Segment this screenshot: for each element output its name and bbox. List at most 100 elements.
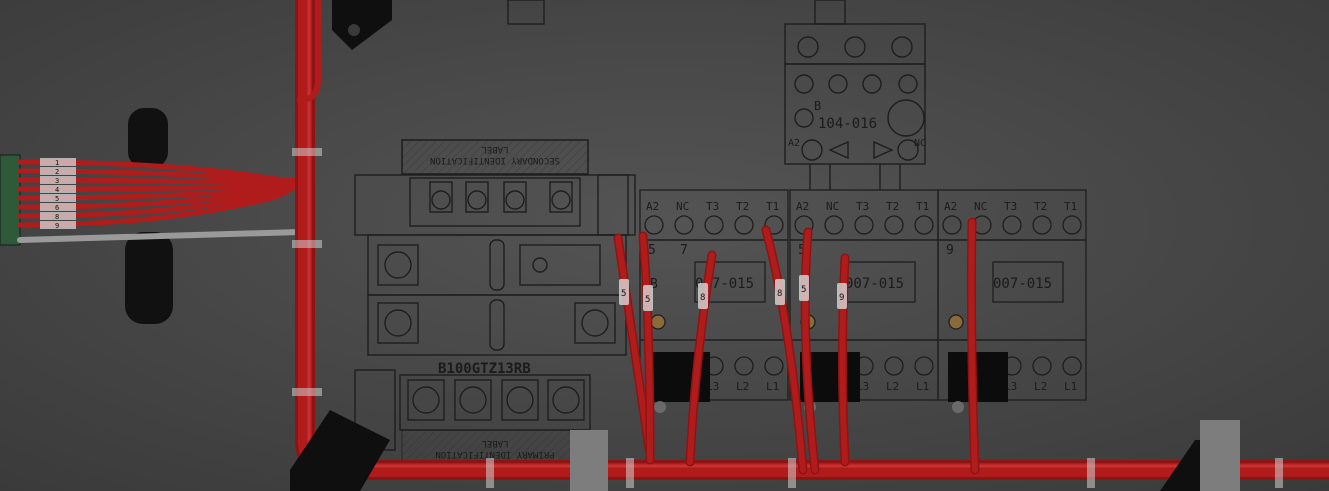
ribbon-marker-text: 5 — [55, 195, 59, 203]
harness-clip-top — [128, 108, 168, 168]
drop-wire — [802, 229, 818, 473]
terminal-screw — [1062, 356, 1082, 376]
ribbon-marker-sleeve — [40, 185, 76, 193]
terminal-screw — [1032, 215, 1052, 235]
wire-markers: 5 5 8 8 5 9 — [619, 275, 847, 311]
terminal-label: T1 — [916, 200, 929, 213]
ribbon-marker-text: 3 — [55, 177, 59, 185]
ribbon-marker-sleeve — [40, 212, 76, 220]
relay-mark: B — [814, 99, 821, 113]
terminal-screw — [914, 356, 934, 376]
primary-label-word: LABEL — [481, 438, 508, 448]
terminal-label: L2 — [886, 380, 899, 393]
terminal-label: T2 — [736, 200, 749, 213]
contactor-contact — [650, 314, 666, 330]
terminal-label: A2 — [796, 200, 809, 213]
terminal-label: A2 — [944, 200, 957, 213]
clamp-screw — [952, 401, 964, 413]
relay-model: 104-016 — [818, 116, 877, 132]
ribbon-marker-text: 1 — [55, 159, 59, 167]
ribbon-marker-text: 8 — [55, 213, 59, 221]
ribbon-wire — [17, 177, 303, 228]
wire-marker-text: 8 — [777, 289, 782, 299]
contactor-number: 9 — [946, 243, 954, 258]
relay-terminal-right: NC — [914, 138, 926, 149]
terminal-screw — [1062, 215, 1082, 235]
contactor-bottom-rail — [937, 339, 1087, 401]
contactor-number-2: 7 — [680, 243, 688, 258]
terminal-screw — [1002, 215, 1022, 235]
terminal-screw — [644, 215, 664, 235]
cable-ties — [292, 148, 1283, 488]
terminal-label: L2 — [736, 380, 749, 393]
contactor-wires — [613, 217, 980, 475]
ribbon-marker-text: 4 — [55, 186, 59, 194]
ribbon-marker-text: 2 — [55, 168, 59, 176]
wire-marker-text: 5 — [645, 295, 650, 305]
ribbon-marker-text: 6 — [55, 204, 59, 212]
wire-marker-sleeve — [643, 285, 653, 311]
contactor-mark: B — [650, 277, 658, 292]
relay-drawing-top — [507, 0, 926, 190]
wire-marker-text: 5 — [801, 285, 806, 295]
wire-marker-sleeve — [775, 279, 785, 305]
terminal-screw — [824, 215, 844, 235]
terminal-label: T3 — [856, 200, 869, 213]
terminal-label: NC — [676, 200, 689, 213]
terminal-screw — [942, 215, 962, 235]
terminal-screw — [764, 356, 784, 376]
terminal-label: T3 — [1004, 200, 1017, 213]
terminal-block-model: B100GTZ13RB — [438, 361, 531, 377]
ribbon-marker-sleeve — [40, 194, 76, 202]
drop-wire — [839, 255, 848, 465]
contactor-model: 007-015 — [845, 276, 904, 292]
terminal-label: L1 — [766, 380, 779, 393]
drop-wire — [640, 233, 653, 463]
contactor-number: 5 — [798, 243, 806, 258]
terminal-screw — [734, 356, 754, 376]
terminal-label: L1 — [916, 380, 929, 393]
terminal-screw — [704, 215, 724, 235]
harness-clip-bottom — [125, 232, 173, 324]
primary-id-label: PRIMARY IDENTIFICATION — [435, 449, 554, 459]
wire-marker-sleeve — [698, 283, 708, 309]
terminal-screw — [884, 215, 904, 235]
mounting-clips — [290, 0, 1240, 491]
ribbon-grey-wire — [17, 229, 303, 243]
contactor-model: 007-015 — [993, 276, 1052, 292]
terminal-label: A2 — [646, 200, 659, 213]
drop-wire — [763, 227, 806, 473]
wire-clamp — [948, 352, 1008, 402]
ribbon-marker-sleeve — [40, 176, 76, 184]
ribbon-marker-sleeve — [40, 221, 76, 229]
drop-wire — [687, 252, 715, 465]
terminal-screw — [914, 215, 934, 235]
ribbon-marker-sleeve — [40, 167, 76, 175]
terminal-label: T1 — [1064, 200, 1077, 213]
terminal-screw — [1032, 356, 1052, 376]
wire-marker-sleeve — [837, 283, 847, 309]
terminal-screw — [764, 215, 784, 235]
terminal-label: L2 — [1034, 380, 1047, 393]
contactor-number: 5 — [648, 243, 656, 258]
wire-marker-sleeve — [799, 275, 809, 301]
relay-terminal-left: A2 — [788, 138, 800, 149]
drop-wire — [615, 235, 653, 458]
ribbon-marker-sleeve — [40, 158, 76, 166]
terminal-screw — [674, 215, 694, 235]
terminal-label: T3 — [706, 200, 719, 213]
terminal-label: L1 — [1064, 380, 1077, 393]
drop-wire — [968, 219, 978, 473]
terminal-label: NC — [826, 200, 839, 213]
contactor-window — [992, 261, 1064, 303]
terminal-connector — [0, 154, 21, 246]
contactor-window — [694, 261, 766, 303]
secondary-label-word: LABEL — [481, 144, 508, 154]
secondary-id-label: SECONDARY IDENTIFICATION — [430, 155, 560, 165]
